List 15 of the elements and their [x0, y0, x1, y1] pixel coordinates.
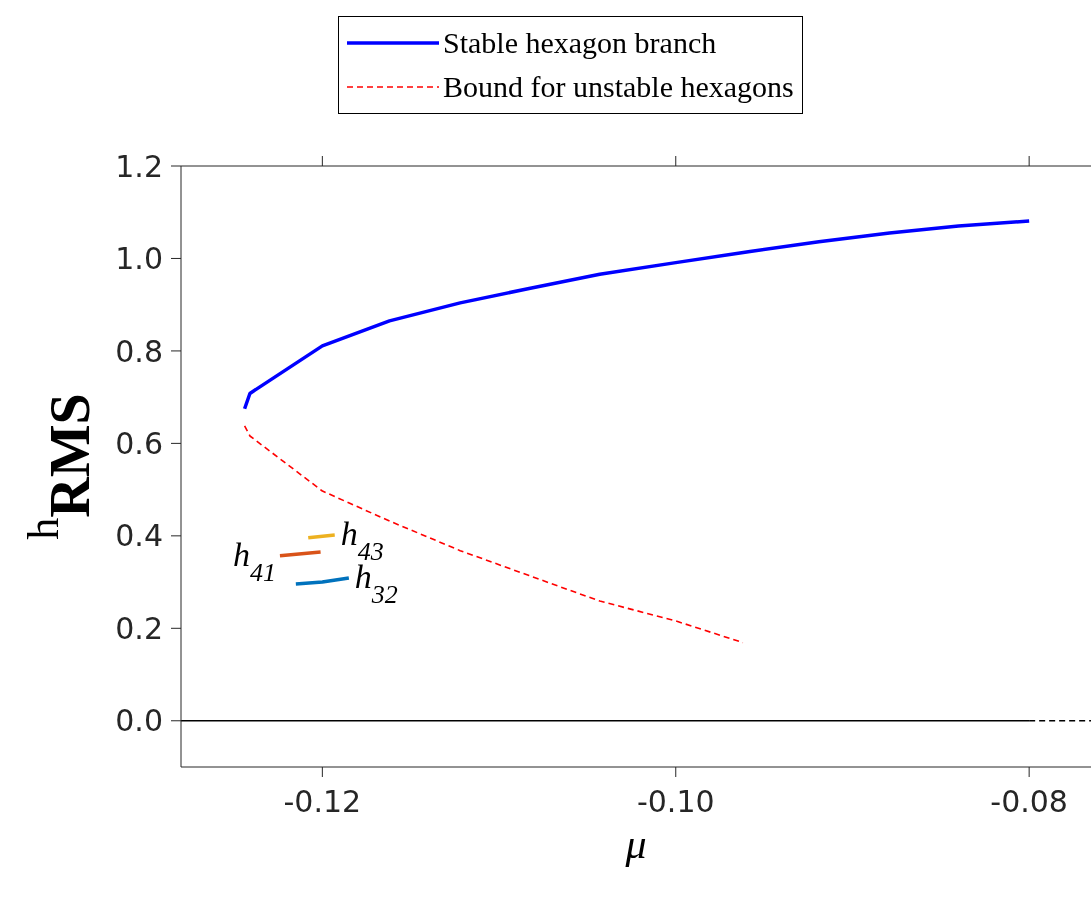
y-tick-label: 0.6	[115, 426, 163, 462]
y-tick-label: 0.4	[115, 518, 163, 554]
x-tick-label: -0.08	[990, 784, 1068, 820]
line-series	[242, 219, 1031, 411]
x-tick-label: -0.12	[283, 784, 362, 820]
y-tick-label: 0.2	[115, 610, 163, 646]
y-tick-label: 1.0	[115, 241, 163, 277]
annotation: h$_{41}$	[232, 535, 276, 587]
y-tick-label: 1.2	[115, 148, 163, 184]
x-axis-title: μ	[624, 821, 647, 867]
legend-label: Bound for unstable hexagons	[443, 70, 794, 104]
legend-label: Stable hexagon branch	[443, 26, 717, 60]
x-tick-label: -0.10	[636, 784, 715, 820]
y-tick-label: 0.8	[115, 333, 163, 369]
y-tick-label: 0.0	[115, 703, 163, 739]
